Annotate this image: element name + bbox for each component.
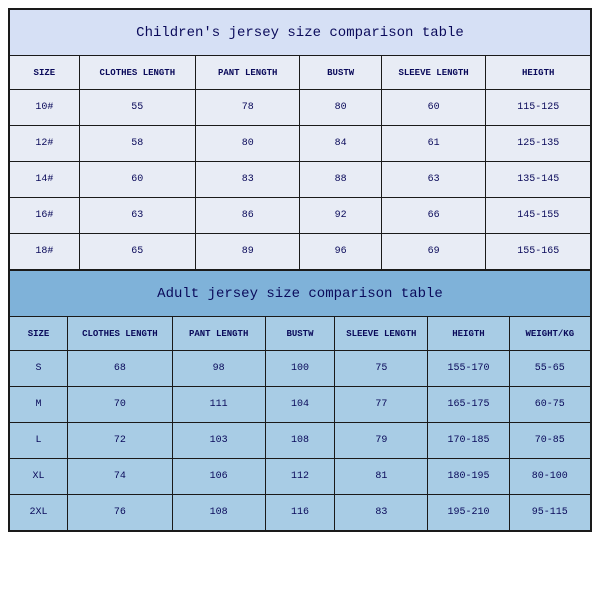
adult-cell: 81 [335,459,428,495]
adult-col-header: CLOTHES LENGTH [68,317,173,351]
adult-cell: 112 [265,459,335,495]
adult-table-row: M7011110477165-17560-75 [10,387,591,423]
adult-col-header: SIZE [10,317,68,351]
adult-title: Adult jersey size comparison table [10,271,591,317]
adult-table-row: XL7410611281180-19580-100 [10,459,591,495]
adult-col-header: BUSTW [265,317,335,351]
children-col-header: PANT LENGTH [195,56,300,90]
adult-cell: 195-210 [428,495,509,531]
children-table-row: 10#55788060115-125 [10,90,591,126]
adult-cell: 100 [265,351,335,387]
children-cell: 89 [195,234,300,270]
adult-cell: L [10,423,68,459]
adult-col-header: WEIGHT/KG [509,317,590,351]
children-table-row: 16#63869266145-155 [10,198,591,234]
adult-cell: 180-195 [428,459,509,495]
adult-cell: XL [10,459,68,495]
adult-cell: 77 [335,387,428,423]
children-cell: 66 [381,198,486,234]
children-cell: 83 [195,162,300,198]
children-cell: 55 [79,90,195,126]
children-header-row: SIZECLOTHES LENGTHPANT LENGTHBUSTWSLEEVE… [10,56,591,90]
children-table-row: 14#60838863135-145 [10,162,591,198]
adult-cell: 170-185 [428,423,509,459]
children-cell: 16# [10,198,80,234]
children-cell: 78 [195,90,300,126]
adult-cell: 165-175 [428,387,509,423]
children-col-header: CLOTHES LENGTH [79,56,195,90]
adult-cell: 74 [68,459,173,495]
children-table-row: 18#65899669155-165 [10,234,591,270]
adult-cell: 104 [265,387,335,423]
children-cell: 125-135 [486,126,591,162]
adult-cell: 111 [172,387,265,423]
adult-cell: 116 [265,495,335,531]
children-title: Children's jersey size comparison table [10,10,591,56]
children-cell: 80 [195,126,300,162]
children-col-header: BUSTW [300,56,381,90]
adult-cell: S [10,351,68,387]
children-cell: 88 [300,162,381,198]
children-cell: 80 [300,90,381,126]
children-cell: 18# [10,234,80,270]
children-cell: 60 [79,162,195,198]
adult-cell: 70-85 [509,423,590,459]
children-cell: 63 [79,198,195,234]
adult-cell: 79 [335,423,428,459]
adult-cell: 60-75 [509,387,590,423]
children-title-row: Children's jersey size comparison table [10,10,591,56]
adult-cell: 106 [172,459,265,495]
adult-size-table: Adult jersey size comparison table SIZEC… [9,270,591,531]
children-cell: 96 [300,234,381,270]
adult-cell: 68 [68,351,173,387]
children-cell: 14# [10,162,80,198]
children-cell: 63 [381,162,486,198]
adult-cell: 108 [172,495,265,531]
adult-cell: 108 [265,423,335,459]
adult-header-row: SIZECLOTHES LENGTHPANT LENGTHBUSTWSLEEVE… [10,317,591,351]
adult-cell: M [10,387,68,423]
adult-col-header: SLEEVE LENGTH [335,317,428,351]
children-cell: 12# [10,126,80,162]
children-cell: 86 [195,198,300,234]
adult-col-header: PANT LENGTH [172,317,265,351]
adult-cell: 155-170 [428,351,509,387]
children-cell: 10# [10,90,80,126]
adult-cell: 103 [172,423,265,459]
children-cell: 61 [381,126,486,162]
adult-table-row: 2XL7610811683195-21095-115 [10,495,591,531]
size-tables-container: Children's jersey size comparison table … [8,8,592,532]
adult-cell: 80-100 [509,459,590,495]
children-cell: 92 [300,198,381,234]
adult-cell: 83 [335,495,428,531]
adult-title-row: Adult jersey size comparison table [10,271,591,317]
children-col-header: HEIGTH [486,56,591,90]
adult-table-row: L7210310879170-18570-85 [10,423,591,459]
adult-cell: 98 [172,351,265,387]
children-cell: 115-125 [486,90,591,126]
children-col-header: SLEEVE LENGTH [381,56,486,90]
children-cell: 58 [79,126,195,162]
adult-cell: 95-115 [509,495,590,531]
children-cell: 69 [381,234,486,270]
adult-table-row: S689810075155-17055-65 [10,351,591,387]
adult-col-header: HEIGTH [428,317,509,351]
children-cell: 65 [79,234,195,270]
children-cell: 60 [381,90,486,126]
adult-cell: 72 [68,423,173,459]
adult-cell: 75 [335,351,428,387]
children-table-row: 12#58808461125-135 [10,126,591,162]
children-col-header: SIZE [10,56,80,90]
children-cell: 135-145 [486,162,591,198]
adult-cell: 76 [68,495,173,531]
children-cell: 145-155 [486,198,591,234]
adult-cell: 2XL [10,495,68,531]
children-size-table: Children's jersey size comparison table … [9,9,591,270]
children-cell: 155-165 [486,234,591,270]
children-cell: 84 [300,126,381,162]
adult-cell: 70 [68,387,173,423]
adult-cell: 55-65 [509,351,590,387]
